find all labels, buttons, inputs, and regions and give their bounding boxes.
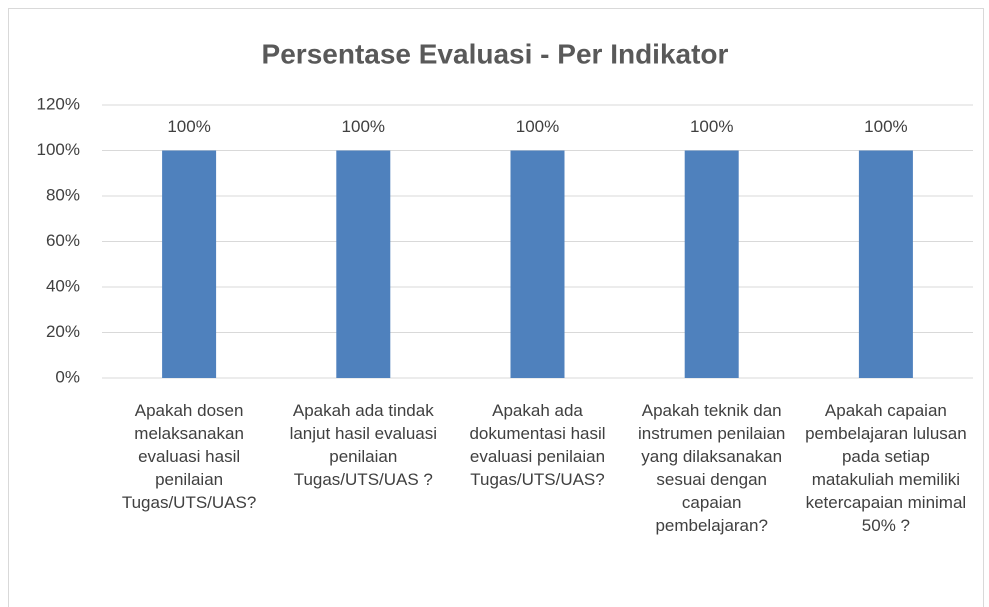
data-label: 100%	[342, 117, 385, 136]
data-label: 100%	[167, 117, 210, 136]
bar	[684, 150, 739, 378]
x-tick-label: Apakah dosen melaksanakan evaluasi hasil…	[121, 401, 257, 512]
y-tick-label: 0%	[55, 367, 80, 386]
y-tick-label: 20%	[46, 322, 80, 341]
bar	[858, 150, 913, 378]
y-tick-label: 80%	[46, 185, 80, 204]
y-tick-label: 100%	[37, 140, 80, 159]
x-tick-label: Apakah teknik dan instrumen penilaian ya…	[637, 401, 786, 535]
bar	[336, 150, 391, 378]
y-tick-label: 40%	[46, 276, 80, 295]
data-label: 100%	[516, 117, 559, 136]
x-tick-label: Apakah ada tindak lanjut hasil evaluasi …	[289, 401, 437, 489]
x-tick-label: Apakah capaian pembelajaran lulusan pada…	[805, 401, 967, 535]
data-label: 100%	[690, 117, 733, 136]
x-tick-label: Apakah ada dokumentasi hasil evaluasi pe…	[469, 401, 606, 489]
y-tick-label: 60%	[46, 231, 80, 250]
bar	[162, 150, 217, 378]
data-label: 100%	[864, 117, 907, 136]
chart-title: Persentase Evaluasi - Per Indikator	[262, 38, 729, 69]
y-tick-label: 120%	[37, 94, 80, 113]
bar	[510, 150, 565, 378]
